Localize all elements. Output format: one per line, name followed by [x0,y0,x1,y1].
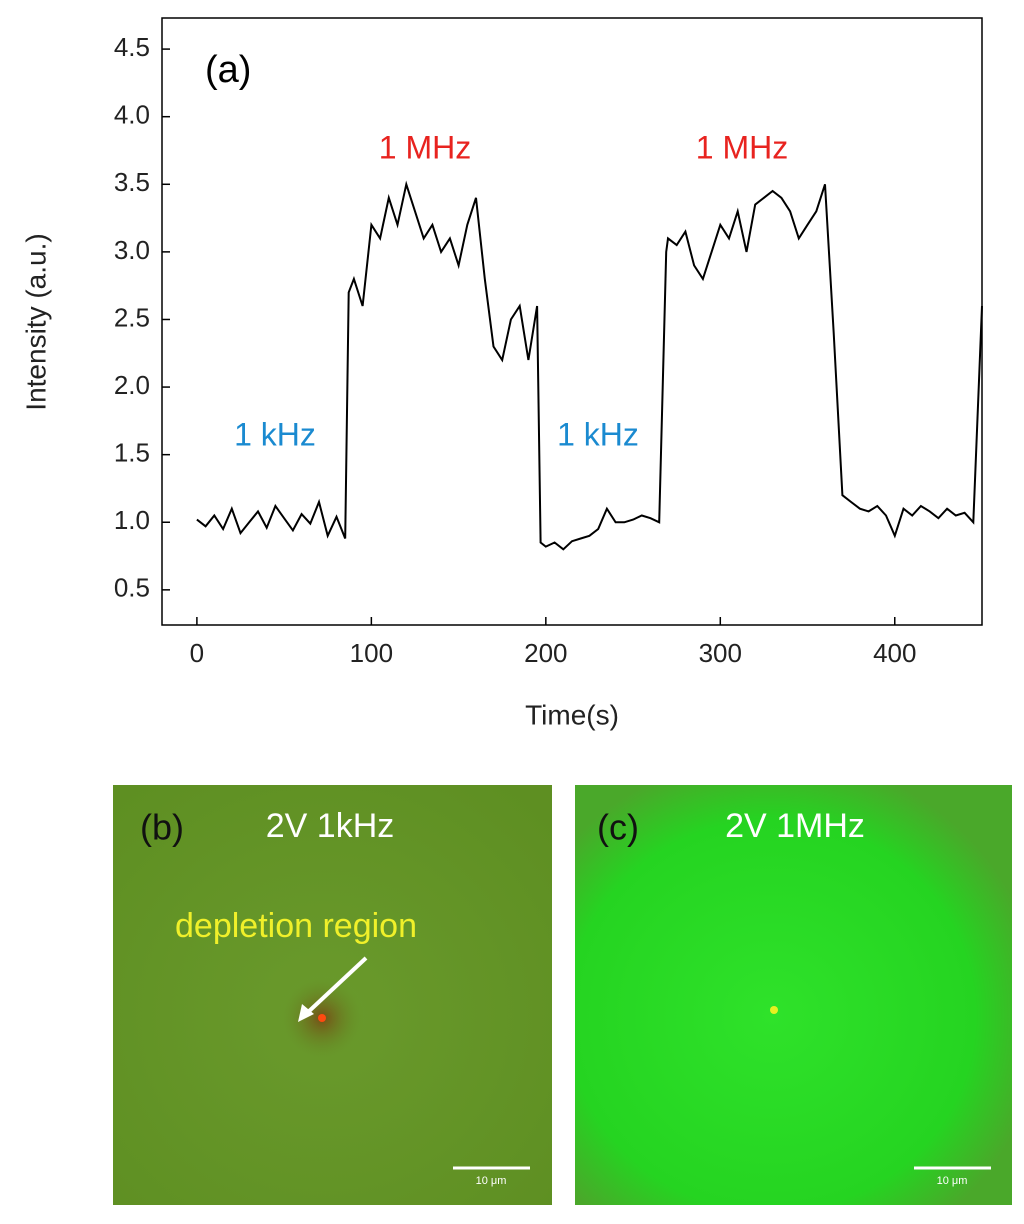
y-tick-label: 3.5 [114,167,150,197]
annotation: depletion region [175,907,417,945]
y-axis-label: Intensity (a.u.) [20,233,51,410]
y-tick-label: 1.0 [114,505,150,535]
annotation: 1 kHz [234,416,316,452]
y-tick-label: 0.5 [114,573,150,603]
x-tick-label: 300 [699,638,742,668]
panel-title: 2V 1kHz [266,807,395,845]
x-tick-label: 200 [524,638,567,668]
micrograph-c [575,785,1012,1205]
annotation: 1 kHz [557,416,639,452]
scale-bar-label: 10 μm [476,1175,507,1187]
x-axis-label: Time(s) [525,699,619,730]
panel-title: 2V 1MHz [725,807,865,845]
arrow [304,956,368,1016]
arrow-head [298,1004,314,1022]
y-tick-label: 1.5 [114,438,150,468]
plot-frame [161,17,983,626]
x-tick-label: 0 [190,638,204,668]
plot: 0.5 1.0 1.5 2.0 2.5 3.0 3.5 4.0 4.5 0 100 200 300 400… [114,32,983,668]
line [196,180,983,551]
y-tick-label: 2.0 [114,370,150,400]
x-tick-label: 100 [350,638,393,668]
annotation: 1 MHz [379,129,471,165]
panel-label: (b) [140,807,184,848]
y-tick-label: 4.0 [114,100,150,130]
scale-bar-label: 10 μm [937,1175,968,1187]
panel-label: (c) [597,807,639,848]
y-tick-label: 4.5 [114,32,150,62]
x-tick-label: 400 [873,638,916,668]
annotation: 1 MHz [696,129,788,165]
y-tick-label: 2.5 [114,302,150,332]
panel-label: (a) [205,49,251,91]
particle [770,1006,778,1014]
particle [318,1014,326,1022]
y-tick-label: 3.0 [114,235,150,265]
